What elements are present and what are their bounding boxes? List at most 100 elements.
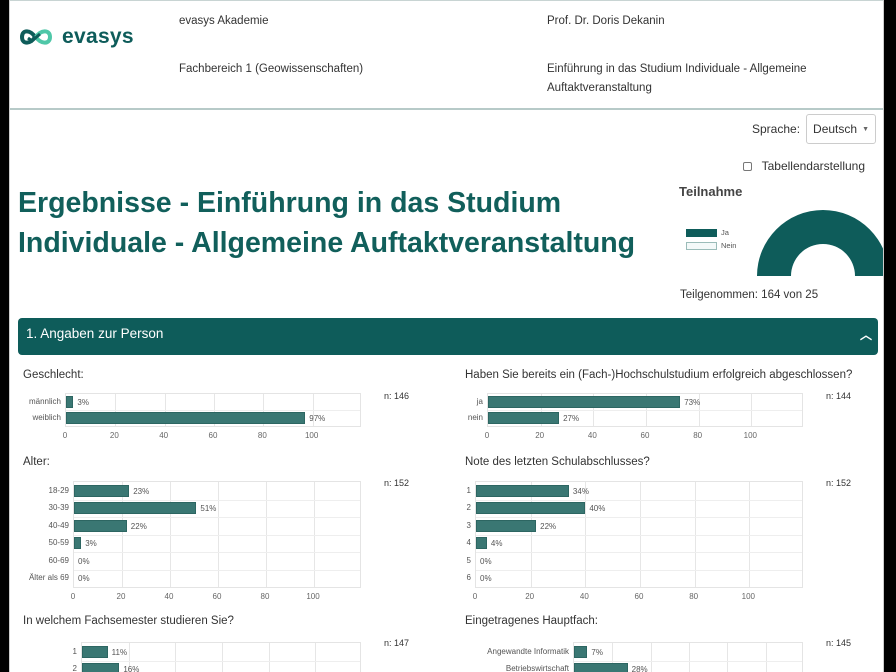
category-label: 6 — [466, 573, 471, 583]
x-axis-tick: 20 — [525, 592, 535, 601]
gridline — [574, 660, 802, 662]
x-axis-tick: 60 — [634, 592, 644, 601]
bar-value-label: 23% — [133, 486, 150, 496]
gridline — [74, 499, 360, 501]
x-axis-tick: 0 — [484, 431, 490, 440]
chart-plot-area — [573, 642, 803, 672]
gridline — [476, 534, 802, 536]
chart-plot-area — [73, 481, 361, 588]
x-axis-tick: 40 — [159, 431, 169, 440]
legend-label-nein: Nein — [721, 241, 737, 250]
bar[interactable] — [66, 396, 74, 408]
bar[interactable] — [488, 412, 560, 424]
chart-plot-area — [81, 642, 361, 672]
participation-count: Teilgenommen: 164 von 25 — [680, 289, 819, 301]
question-title: Haben Sie bereits ein (Fach-)Hochschulst… — [465, 369, 853, 381]
gridline — [612, 643, 614, 672]
page-title-line1: Ergebnisse - Einführung in das Studium — [18, 187, 562, 219]
gridline — [476, 552, 802, 553]
category-label: 1 — [72, 646, 77, 656]
x-axis-tick: 60 — [212, 592, 222, 601]
x-axis-tick: 100 — [741, 592, 756, 601]
category-label: 40-49 — [48, 520, 69, 530]
response-count: n: 152 — [826, 478, 852, 488]
bar[interactable] — [66, 412, 306, 424]
bar[interactable] — [74, 537, 82, 550]
category-label: männlich — [28, 397, 61, 406]
response-count: n: 145 — [826, 638, 852, 648]
language-label: Sprache: — [752, 122, 801, 136]
page-title-line2: Individuale - Allgemeine Auftaktveransta… — [18, 227, 636, 259]
gridline — [476, 569, 802, 571]
evasys-logo: evasys — [18, 25, 134, 49]
x-axis-tick: 40 — [164, 592, 174, 601]
response-count: n: 152 — [384, 478, 410, 488]
course-name-line2: Auftaktveranstaltung — [547, 82, 652, 94]
gridline — [315, 643, 317, 672]
chart-plot-area — [65, 393, 361, 427]
gridline — [128, 643, 130, 672]
course-name-line1: Einführung in das Studium Individuale - … — [547, 63, 807, 75]
caret-down-icon: ▼ — [862, 125, 869, 133]
bar[interactable] — [488, 396, 681, 408]
bar-chart-geschlecht: männlich 3% weiblich 97% 0 20 40 60 80 100 — [29, 393, 361, 445]
department-name: Fachbereich 1 (Geowissenschaften) — [179, 63, 364, 75]
category-label: weiblich — [32, 413, 61, 422]
bar[interactable] — [74, 519, 127, 532]
category-label: 1 — [466, 485, 471, 495]
bar-value-label: 0% — [480, 556, 492, 566]
page-title: Ergebnisse - Einführung in das Studium I… — [18, 183, 638, 263]
participation-half-donut — [757, 210, 883, 276]
bar-chart-alter: 18-29 23% 30-39 51% 40-49 22% 50-59 3% 60-69 0% Äl… — [29, 481, 361, 606]
x-axis-tick: 100 — [743, 431, 758, 440]
x-axis-tick: 40 — [587, 431, 597, 440]
bar-value-label: 3% — [85, 539, 97, 549]
section-header-angaben-zur-person[interactable]: 1. Angaben zur Person ︿ — [18, 318, 878, 355]
bar-chart-fachsemester: 1 11% 2 16% — [73, 642, 361, 672]
bar-value-label: 27% — [563, 414, 580, 423]
bar[interactable] — [82, 645, 108, 658]
bar-chart-note: 1 34% 2 40% 3 22% 4 4% 5 0% 6 0% 0 20 40 60 80 100 — [467, 481, 803, 606]
bar[interactable] — [74, 502, 197, 515]
bar-chart-hauptfach: Angewandte Informatik 7% Betriebswirtschaf… — [487, 642, 803, 672]
bar[interactable] — [476, 519, 537, 532]
gridline — [488, 410, 802, 411]
gridline — [82, 660, 360, 662]
bar-value-label: 40% — [589, 504, 606, 514]
bar-value-label: 3% — [77, 398, 89, 407]
bar-value-label: 11% — [111, 647, 128, 657]
category-label: 30-39 — [48, 503, 69, 513]
category-label: 5 — [466, 555, 471, 565]
bar-value-label: 73% — [684, 398, 701, 407]
bar-value-label: 28% — [631, 665, 648, 672]
category-label: 18-29 — [48, 485, 69, 495]
section-title: 1. Angaben zur Person — [26, 326, 164, 341]
table-view-checkbox[interactable] — [742, 161, 752, 171]
table-view-toggle[interactable]: Tabellendarstellung — [742, 159, 865, 173]
question-title: Alter: — [23, 456, 50, 468]
bar[interactable] — [574, 645, 588, 658]
gridline — [74, 552, 360, 553]
report-header: evasys evasys Akademie Fachbereich 1 (Ge… — [10, 0, 883, 110]
category-label: 4 — [466, 538, 471, 548]
gridline — [66, 410, 360, 411]
bar[interactable] — [476, 537, 487, 550]
response-count: n: 144 — [826, 391, 852, 401]
browser-page: evasys evasys Akademie Fachbereich 1 (Ge… — [9, 0, 884, 672]
x-axis-tick: 100 — [304, 431, 319, 440]
bar-value-label: 4% — [490, 539, 503, 549]
chevron-up-icon[interactable]: ︿ — [859, 328, 872, 342]
bar[interactable] — [574, 663, 628, 672]
participation-widget: Teilnahme Ja Nein Teilgenommen: 164 von … — [679, 184, 883, 301]
bar[interactable] — [74, 484, 130, 497]
bar[interactable] — [82, 663, 120, 672]
x-axis-tick: 0 — [472, 592, 478, 601]
bar[interactable] — [476, 502, 586, 515]
bar-value-label: 34% — [572, 486, 589, 496]
language-dropdown[interactable]: Deutsch ▼ — [806, 114, 876, 144]
category-label: 2 — [466, 503, 471, 513]
x-axis-tick: 20 — [535, 431, 545, 440]
bar[interactable] — [476, 484, 569, 497]
x-axis-tick: 0 — [70, 592, 76, 601]
category-label: Älter als 69 — [28, 573, 69, 583]
